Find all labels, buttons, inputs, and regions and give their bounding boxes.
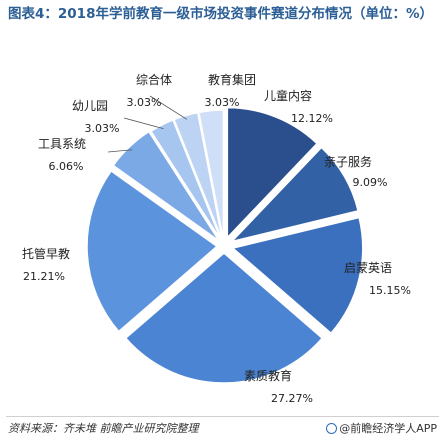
slice-labels: 儿童内容 12.12% 亲子服务 9.09% 启蒙英语 15.15% 素质教育 27.27% 托… [22, 72, 411, 405]
slice-value-6: 6.06% [49, 160, 84, 173]
slice-value-5: 21.21% [23, 270, 65, 283]
slice-label-5: 托管早教 [22, 246, 70, 261]
pie-slice-4 [124, 252, 324, 384]
pie-slice-5 [86, 169, 219, 333]
source-note: 资料来源：齐未堆 前瞻产业研究院整理 [8, 422, 199, 435]
pie-slice-3 [231, 216, 364, 335]
slice-value-1: 12.12% [291, 112, 333, 125]
slice-value-8: 3.03% [127, 96, 162, 109]
pie-slice-7 [149, 119, 222, 242]
slice-value-2: 9.09% [353, 176, 388, 189]
slice-label-2: 亲子服务 [324, 154, 372, 169]
slice-value-7: 3.03% [85, 122, 120, 135]
brand-text: @前瞻经济学人APP [339, 422, 437, 435]
chart-title: 图表4：2018年学前教育一级市场投资事件赛道分布情况（单位：%） [8, 6, 433, 22]
slice-label-4: 素质教育 [244, 368, 292, 383]
leader-line-7 [123, 117, 164, 130]
pie-slice-2 [229, 146, 360, 243]
slice-label-1: 儿童内容 [264, 88, 312, 103]
slice-label-7: 幼儿园 [72, 99, 108, 113]
leader-line-6 [107, 149, 133, 153]
pie-slice-8 [173, 111, 224, 241]
slice-label-3: 启蒙英语 [344, 261, 392, 275]
slice-value-9: 3.03% [205, 96, 240, 109]
slice-label-9: 教育集团 [208, 72, 256, 87]
pie-slice-1 [226, 106, 319, 240]
slice-label-8: 综合体 [136, 72, 172, 87]
brand-credit: @前瞻经济学人APP [326, 420, 437, 436]
leader-line-8 [149, 95, 188, 120]
pie-slices [86, 106, 364, 384]
slice-label-6: 工具系统 [38, 137, 86, 151]
brand-logo-icon [326, 423, 338, 434]
leader-lines [107, 95, 188, 153]
footer-divider [6, 416, 439, 417]
slice-value-3: 15.15% [369, 284, 411, 297]
pie-slice-9 [197, 109, 225, 241]
slice-value-4: 27.27% [271, 392, 313, 405]
pie-slice-6 [112, 130, 220, 242]
